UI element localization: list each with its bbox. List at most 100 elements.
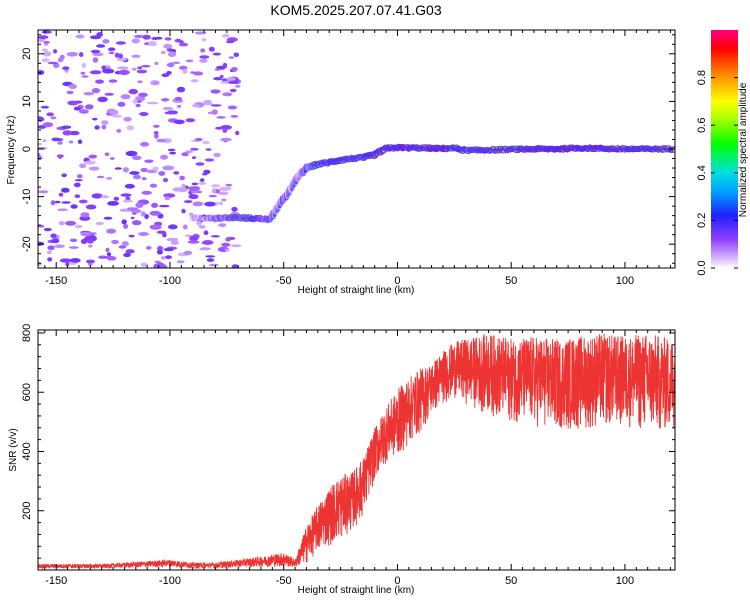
noise-blob — [132, 99, 138, 104]
noise-blob — [87, 244, 93, 248]
noise-blob — [183, 200, 193, 204]
noise-blob — [104, 92, 114, 96]
noise-blob — [142, 34, 151, 40]
noise-blob — [95, 221, 104, 226]
x-tick-label: -50 — [276, 575, 292, 587]
noise-blob — [168, 224, 178, 230]
colorbar-tick-label: 0.6 — [696, 118, 708, 133]
noise-blob — [40, 105, 50, 109]
noise-blob — [218, 201, 224, 205]
noise-blob — [77, 139, 83, 145]
noise-blob — [61, 173, 67, 178]
noise-blob — [203, 230, 209, 235]
noise-blob — [151, 202, 159, 208]
x-tick-label: 0 — [394, 275, 400, 287]
noise-blob — [162, 106, 173, 111]
noise-blob — [102, 39, 110, 44]
snr-frame — [37, 329, 676, 571]
noise-blob — [69, 258, 81, 263]
noise-blob — [101, 65, 106, 70]
noise-blob — [109, 157, 115, 160]
noise-blob — [199, 247, 211, 251]
noise-blob — [79, 52, 84, 58]
noise-blob — [198, 225, 206, 229]
noise-blob — [181, 152, 189, 157]
noise-blob — [92, 57, 99, 63]
noise-blob — [131, 67, 137, 71]
noise-blob — [208, 46, 215, 52]
y-tick-label: -10 — [21, 189, 33, 205]
noise-blob — [58, 192, 64, 197]
noise-blob — [154, 133, 159, 139]
noise-blob — [200, 48, 206, 53]
noise-blob — [137, 66, 143, 70]
noise-blob — [80, 71, 86, 75]
noise-blob — [220, 125, 233, 130]
noise-blob — [116, 129, 122, 133]
noise-blob — [111, 114, 122, 118]
noise-blob — [96, 32, 103, 38]
noise-blob — [64, 220, 77, 226]
noise-blob — [138, 92, 148, 98]
snr-series-line — [38, 333, 675, 570]
colorbar-tick-label: 0.8 — [696, 70, 708, 85]
noise-blob — [210, 235, 220, 238]
noise-blob — [163, 177, 168, 183]
noise-blob — [226, 186, 232, 191]
noise-blob — [123, 117, 132, 122]
noise-blob — [164, 196, 171, 201]
noise-blob — [222, 92, 233, 97]
noise-blob — [69, 238, 78, 242]
noise-blob — [86, 238, 94, 244]
snr-ylabel: SNR (v/v) — [8, 428, 19, 471]
noise-blob — [183, 250, 193, 256]
noise-blob — [138, 232, 150, 236]
y-tick-label: 800 — [21, 324, 33, 342]
noise-blob — [176, 260, 185, 264]
noise-blob — [94, 125, 100, 130]
noise-blob — [211, 184, 221, 188]
y-tick-label: 200 — [21, 502, 33, 520]
noise-blob — [141, 190, 152, 195]
noise-blob — [167, 51, 177, 57]
noise-blob — [235, 84, 241, 88]
colorbar-gradient — [711, 30, 738, 268]
noise-blob — [140, 262, 148, 267]
noise-blob — [227, 80, 239, 84]
noise-blob — [182, 224, 188, 230]
noise-blob — [224, 248, 230, 252]
noise-blob — [230, 115, 239, 118]
noise-blob — [43, 41, 50, 44]
noise-blob — [125, 249, 135, 254]
noise-blob — [41, 58, 50, 62]
noise-blob — [105, 247, 110, 252]
noise-blob — [156, 138, 167, 143]
noise-blob — [188, 212, 194, 216]
noise-blob — [107, 201, 119, 206]
noise-blob — [132, 220, 142, 226]
noise-blob — [210, 104, 222, 107]
noise-blob — [68, 246, 79, 249]
noise-blob — [106, 256, 117, 261]
noise-blob — [178, 42, 189, 47]
noise-blob — [57, 57, 64, 63]
noise-blob — [116, 57, 127, 62]
noise-blob — [134, 34, 144, 39]
noise-blob — [43, 227, 52, 232]
noise-blob — [78, 109, 89, 114]
noise-blob — [217, 191, 229, 196]
noise-blob — [230, 244, 242, 248]
noise-blob — [108, 47, 116, 52]
noise-blob — [104, 152, 110, 156]
noise-blob — [128, 88, 139, 95]
noise-blob — [123, 223, 129, 229]
y-tick-label: -20 — [21, 236, 33, 252]
noise-blob — [170, 240, 180, 245]
noise-blob — [81, 62, 87, 69]
noise-blob — [74, 224, 83, 229]
noise-blob — [231, 67, 238, 72]
noise-blob — [108, 51, 115, 55]
noise-blob — [132, 155, 142, 160]
noise-blob — [131, 38, 140, 44]
